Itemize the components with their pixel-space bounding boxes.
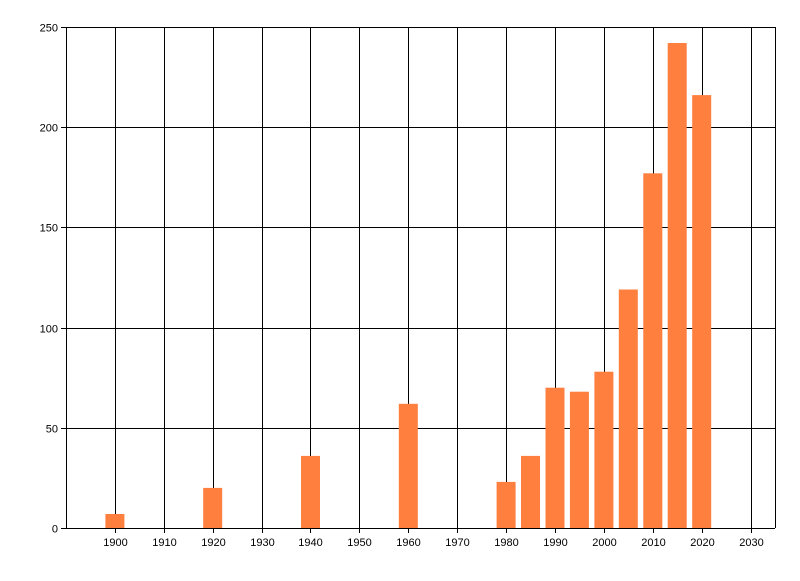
x-tick-label-1940: 1940 — [298, 537, 322, 549]
y-tick-label-0: 0 — [52, 524, 58, 536]
bar-2010 — [643, 173, 663, 529]
bar-1900 — [105, 514, 125, 528]
y-tick-label-50: 50 — [46, 424, 58, 436]
tick-labels: 0 50 100 150 200 250 1900 1910 1920 1930 1940 1950 1… — [40, 23, 764, 550]
bar-2005 — [618, 289, 638, 528]
bar-1980 — [496, 481, 516, 528]
x-tick-label-1980: 1980 — [494, 537, 518, 549]
x-tick-label-1990: 1990 — [543, 537, 567, 549]
y-tick-label-200: 200 — [40, 123, 58, 135]
bar-2000 — [594, 371, 614, 528]
bar-2020 — [692, 95, 712, 528]
y-tick-label-150: 150 — [40, 223, 58, 235]
bar-1940 — [301, 455, 320, 528]
x-tick-label-2010: 2010 — [641, 537, 665, 549]
x-tick-label-2020: 2020 — [690, 537, 714, 549]
bar-1990 — [545, 387, 565, 528]
x-tick-label-1920: 1920 — [201, 537, 225, 549]
x-tick-label-1960: 1960 — [396, 537, 420, 549]
axes — [61, 27, 776, 533]
y-tick-label-250: 250 — [40, 23, 58, 35]
bar-1995 — [569, 391, 589, 528]
x-tick-label-2000: 2000 — [592, 537, 616, 549]
x-tick-label-1900: 1900 — [103, 537, 127, 549]
x-tick-label-1930: 1930 — [250, 537, 274, 549]
x-tick-label-1970: 1970 — [445, 537, 469, 549]
y-tick-label-100: 100 — [40, 324, 58, 336]
x-tick-label-2030: 2030 — [739, 537, 763, 549]
bars — [105, 43, 712, 529]
bar-2015 — [667, 43, 687, 528]
bar-1960 — [398, 403, 418, 528]
bar-1920 — [203, 487, 223, 528]
bar-1985 — [521, 455, 540, 528]
x-tick-label-1950: 1950 — [347, 537, 371, 549]
x-tick-label-1910: 1910 — [152, 537, 176, 549]
